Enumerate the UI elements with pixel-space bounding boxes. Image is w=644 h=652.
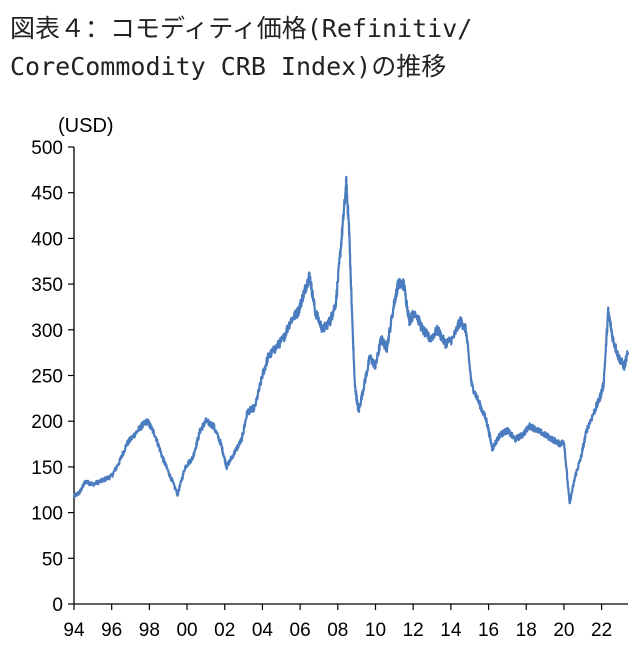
- y-tick-label: 350: [31, 275, 63, 296]
- x-tick-label: 96: [101, 620, 122, 641]
- x-axis-ticks: 94 96 98 00 02 04 06 08 10 12 14 16 18 20 22: [63, 604, 612, 641]
- x-tick-label: 20: [553, 620, 574, 641]
- y-tick-label: 0: [52, 595, 63, 616]
- y-tick-label: 50: [42, 549, 63, 570]
- y-tick-label: 400: [31, 229, 63, 250]
- y-tick-label: 250: [31, 367, 63, 388]
- x-tick-label: 16: [478, 620, 499, 641]
- chart-title-line-2: CoreCommodity CRB Index)の推移: [10, 52, 447, 81]
- plot-area: [72, 175, 629, 505]
- y-tick-label: 150: [31, 458, 63, 479]
- x-tick-label: 12: [403, 620, 424, 641]
- y-tick-label: 500: [31, 138, 63, 159]
- x-tick-label: 14: [440, 620, 462, 641]
- x-tick-label: 08: [327, 620, 348, 641]
- x-tick-label: 00: [176, 620, 197, 641]
- x-tick-label: 94: [63, 620, 85, 641]
- y-tick-label: 450: [31, 184, 63, 205]
- x-tick-label: 18: [516, 620, 537, 641]
- x-tick-label: 02: [214, 620, 235, 641]
- y-tick-label: 200: [31, 412, 63, 433]
- y-tick-label: 100: [31, 504, 63, 525]
- x-tick-label: 22: [591, 620, 612, 641]
- x-tick-label: 06: [290, 620, 311, 641]
- y-axis-unit-label: (USD): [58, 115, 114, 137]
- chart-title: 図表４：コモディティ価格(Refinitiv/ CoreCommodity CR…: [10, 10, 634, 86]
- y-tick-label: 300: [31, 321, 63, 342]
- y-axis-ticks: 0 50 100 150 200 250 300 350 400 450 500: [31, 138, 74, 616]
- series-line-crb-index: [72, 175, 629, 505]
- chart-title-line-1: 図表４：コモディティ価格(Refinitiv/: [10, 14, 473, 43]
- x-tick-label: 10: [365, 620, 386, 641]
- x-tick-label: 04: [252, 620, 274, 641]
- x-tick-label: 98: [139, 620, 160, 641]
